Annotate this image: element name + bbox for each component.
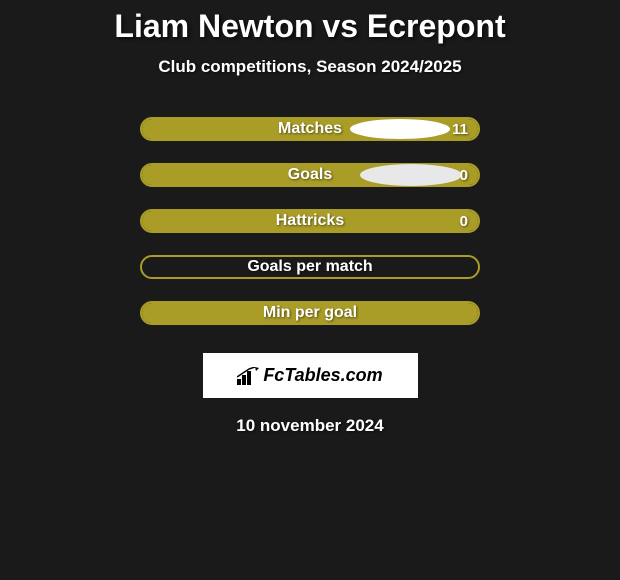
right-ellipse xyxy=(360,164,462,186)
stat-row: Matches 11 xyxy=(140,117,480,141)
stats-rows: Matches 11 Goals 0 Hattricks 0 Goals per match… xyxy=(140,117,480,347)
bar-label: Goals xyxy=(288,166,332,184)
stat-row: Hattricks 0 xyxy=(140,209,480,233)
subtitle: Club competitions, Season 2024/2025 xyxy=(158,57,461,77)
logo-content: FcTables.com xyxy=(237,365,382,386)
logo-box: FcTables.com xyxy=(203,353,418,398)
stat-row: Goals 0 xyxy=(140,163,480,187)
right-ellipse xyxy=(350,119,450,139)
stat-row: Min per goal xyxy=(140,301,480,325)
bar-label: Goals per match xyxy=(247,258,372,276)
logo-text: FcTables.com xyxy=(263,365,382,386)
stat-bar: Goals per match xyxy=(140,255,480,279)
date-text: 10 november 2024 xyxy=(236,416,383,436)
bar-value: 0 xyxy=(460,213,468,230)
main-container: Liam Newton vs Ecrepont Club competition… xyxy=(0,0,620,436)
page-title: Liam Newton vs Ecrepont xyxy=(114,8,505,45)
stat-bar: Hattricks 0 xyxy=(140,209,480,233)
chart-icon xyxy=(237,367,259,385)
stat-bar: Min per goal xyxy=(140,301,480,325)
bar-label: Hattricks xyxy=(276,212,344,230)
bar-label: Min per goal xyxy=(263,304,357,322)
bar-value: 0 xyxy=(460,167,468,184)
stat-row: Goals per match xyxy=(140,255,480,279)
bar-value: 11 xyxy=(452,121,468,138)
bar-label: Matches xyxy=(278,120,342,138)
